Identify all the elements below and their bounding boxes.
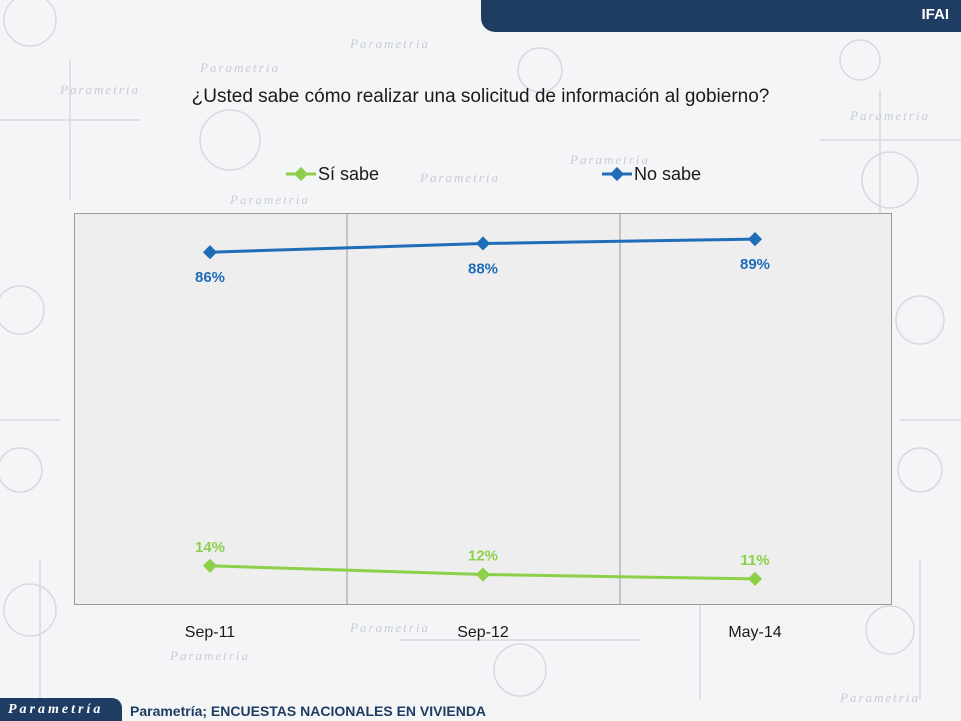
footer-source: Parametría; ENCUESTAS NACIONALES EN VIVI… xyxy=(130,703,487,719)
legend-item-si-sabe: Sí sabe xyxy=(286,160,379,188)
x-tick-label: Sep-11 xyxy=(185,624,236,641)
data-label: 88% xyxy=(468,260,498,277)
watermark: Parametria xyxy=(850,108,930,123)
data-label: 11% xyxy=(740,552,769,569)
data-label: 12% xyxy=(468,548,498,565)
header-tab: IFAI xyxy=(481,0,961,32)
data-point xyxy=(747,232,763,247)
watermark: Parametria xyxy=(570,152,650,167)
header-tab-label: IFAI xyxy=(921,6,949,23)
legend-swatch-si-sabe xyxy=(286,167,316,181)
x-tick-label: May-14 xyxy=(728,624,781,641)
data-point xyxy=(202,558,218,573)
legend-label-si-sabe: Sí sabe xyxy=(318,163,380,184)
watermark: Parametria xyxy=(170,648,250,663)
watermark: Parametria xyxy=(200,60,280,75)
watermark: Parametria xyxy=(60,82,140,97)
x-tick-label: Sep-12 xyxy=(457,624,509,641)
legend-label-no-sabe: No sabe xyxy=(634,163,702,184)
watermark: Parametria xyxy=(420,170,500,185)
legend-item-no-sabe: No sabe xyxy=(602,160,701,188)
watermark: Parametria xyxy=(350,620,430,635)
chart-title: ¿Usted sabe cómo realizar una solicitud … xyxy=(191,86,770,107)
data-label: 14% xyxy=(195,539,225,556)
legend-swatch-no-sabe xyxy=(602,167,632,181)
data-point xyxy=(475,236,491,251)
data-label: 86% xyxy=(195,269,225,286)
data-point xyxy=(202,245,218,260)
plot-area xyxy=(74,213,892,605)
data-point xyxy=(475,567,491,582)
watermark: Parametria xyxy=(230,192,310,207)
watermark: Parametria xyxy=(840,690,920,705)
footer-logo: Parametría xyxy=(0,698,122,721)
data-point xyxy=(747,571,763,586)
data-label: 89% xyxy=(740,256,770,273)
watermark: Parametria xyxy=(350,36,430,51)
